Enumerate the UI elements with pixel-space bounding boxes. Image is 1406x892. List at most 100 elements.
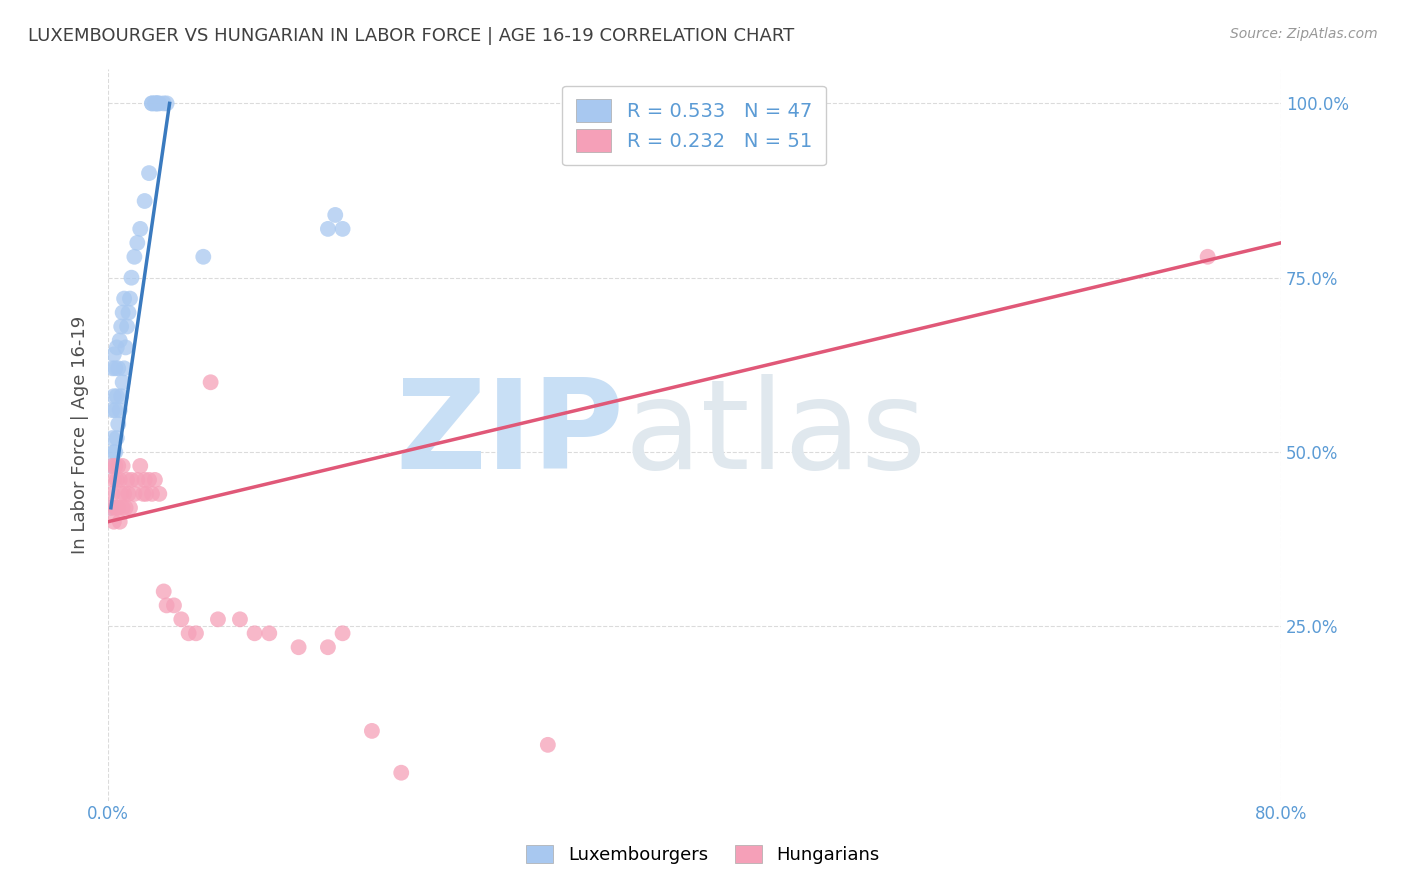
Point (207, 612, 229, 626)
Point (316, 640, 339, 655)
Point (103, 515, 125, 529)
Point (537, 738, 560, 752)
Point (111, 500, 134, 515)
Point (103, 445, 125, 459)
Point (332, 222, 354, 236)
Point (101, 403, 124, 417)
Point (134, 194, 156, 208)
Legend: Luxembourgers, Hungarians: Luxembourgers, Hungarians (512, 830, 894, 879)
Point (120, 473, 142, 487)
Point (103, 347, 125, 361)
Point (107, 361, 129, 376)
Point (110, 487, 132, 501)
Point (114, 500, 136, 515)
Point (111, 458, 134, 473)
Point (101, 431, 124, 445)
Point (193, 250, 215, 264)
Point (170, 612, 193, 626)
Text: ZIP: ZIP (395, 374, 624, 495)
Point (156, 599, 179, 613)
Point (287, 640, 309, 655)
Y-axis label: In Labor Force | Age 16-19: In Labor Force | Age 16-19 (72, 316, 89, 554)
Point (138, 166, 160, 180)
Point (143, 473, 166, 487)
Point (112, 292, 135, 306)
Point (107, 500, 129, 515)
Point (127, 235, 149, 250)
Point (103, 473, 125, 487)
Point (148, 487, 170, 501)
Point (101, 458, 124, 473)
Point (117, 305, 139, 319)
Point (152, 584, 174, 599)
Point (104, 500, 127, 515)
Point (104, 445, 127, 459)
Point (107, 417, 129, 431)
Point (118, 292, 141, 306)
Text: LUXEMBOURGER VS HUNGARIAN IN LABOR FORCE | AGE 16-19 CORRELATION CHART: LUXEMBOURGER VS HUNGARIAN IN LABOR FORCE… (28, 27, 794, 45)
Point (323, 208, 346, 222)
Point (156, 96, 179, 111)
Point (361, 723, 384, 738)
Text: atlas: atlas (624, 374, 927, 495)
Point (112, 487, 135, 501)
Point (141, 487, 163, 501)
Point (100, 500, 122, 515)
Point (101, 487, 124, 501)
Point (114, 340, 136, 354)
Point (115, 319, 138, 334)
Point (108, 334, 131, 348)
Point (141, 96, 163, 111)
Point (108, 403, 131, 417)
Point (105, 389, 128, 403)
Point (115, 473, 138, 487)
Point (129, 222, 152, 236)
Point (100, 500, 122, 515)
Point (146, 96, 169, 111)
Point (243, 626, 266, 640)
Point (177, 626, 200, 640)
Point (229, 612, 252, 626)
Point (138, 473, 160, 487)
Point (103, 389, 125, 403)
Point (654, 96, 676, 111)
Point (134, 473, 156, 487)
Point (111, 305, 134, 319)
Point (127, 473, 149, 487)
Point (1197, 250, 1219, 264)
Point (118, 500, 141, 515)
Legend: R = 0.533   N = 47, R = 0.232   N = 51: R = 0.533 N = 47, R = 0.232 N = 51 (562, 86, 825, 166)
Point (124, 250, 146, 264)
Point (200, 376, 222, 390)
Point (112, 361, 135, 376)
Point (111, 376, 134, 390)
Point (132, 487, 155, 501)
Point (104, 403, 127, 417)
Text: Source: ZipAtlas.com: Source: ZipAtlas.com (1230, 27, 1378, 41)
Point (141, 96, 163, 111)
Point (104, 361, 127, 376)
Point (105, 431, 128, 445)
Point (145, 96, 167, 111)
Point (117, 487, 139, 501)
Point (108, 515, 131, 529)
Point (107, 458, 129, 473)
Point (163, 599, 186, 613)
Point (389, 765, 412, 780)
Point (148, 96, 170, 111)
Point (259, 626, 281, 640)
Point (104, 458, 127, 473)
Point (135, 487, 157, 501)
Point (152, 96, 174, 111)
Point (124, 487, 146, 501)
Point (129, 458, 152, 473)
Point (332, 626, 354, 640)
Point (145, 96, 167, 111)
Point (105, 500, 128, 515)
Point (184, 626, 207, 640)
Point (105, 473, 128, 487)
Point (120, 270, 142, 285)
Point (100, 458, 122, 473)
Point (105, 340, 128, 354)
Point (110, 319, 132, 334)
